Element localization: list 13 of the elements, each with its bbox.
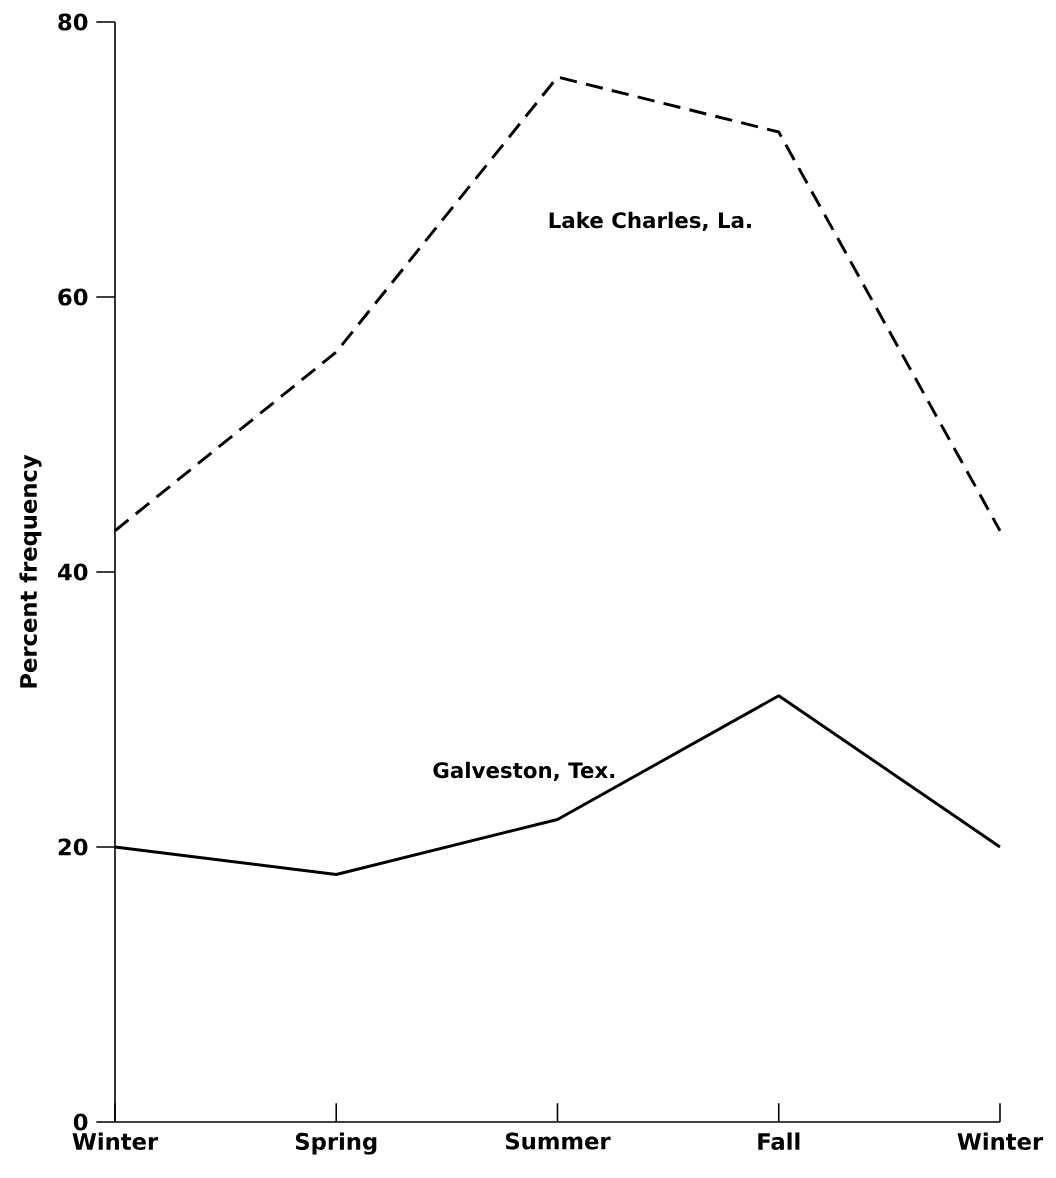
x-tick-label: Winter [957, 1132, 1044, 1151]
y-tick-label: 40 [57, 563, 88, 581]
x-tick-label: Summer [506, 1132, 611, 1150]
y-tick-label: 80 [58, 13, 88, 31]
x-tick-label: Winter [72, 1132, 159, 1151]
series-label: Galveston, Tex. [433, 761, 615, 781]
y-axis-title: Percent frequency [19, 454, 42, 688]
y-tick-label: 60 [58, 288, 88, 306]
y-tick-label: 0 [73, 1113, 88, 1131]
text: Lake Charles, La. [549, 211, 751, 231]
x-tick-label: Fall [758, 1132, 800, 1151]
y-tick-label: 20 [58, 838, 88, 856]
x-tick-label: Spring [295, 1132, 377, 1155]
